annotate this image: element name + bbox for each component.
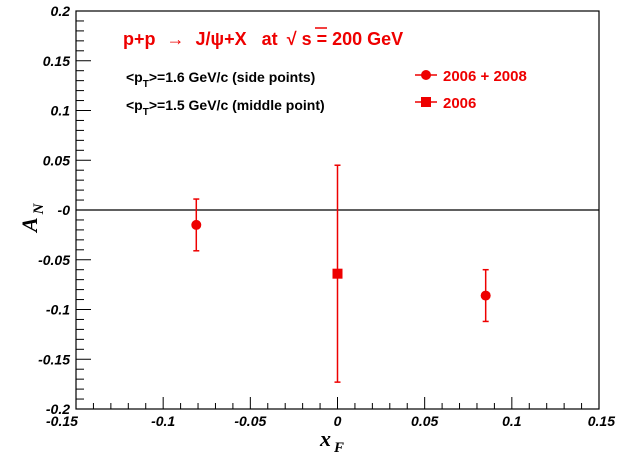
x-axis-ticks bbox=[75, 397, 600, 409]
legend-label-2006: 2006 bbox=[443, 95, 476, 112]
title-sqrt: √ bbox=[287, 29, 297, 49]
annotation-side-points: <pT>=1.6 GeV/c (side points) bbox=[126, 69, 315, 90]
title-final-state: J/ψ+X bbox=[196, 29, 247, 49]
annotation-middle-point: <pT>=1.5 GeV/c (middle point) bbox=[126, 97, 325, 118]
y-tick-label: -0.2 bbox=[46, 401, 70, 417]
legend-circle-marker bbox=[421, 70, 431, 80]
y-tick-label: -0.15 bbox=[38, 351, 70, 367]
y-axis-title: AN bbox=[17, 202, 47, 234]
x-tick-label: 0 bbox=[334, 413, 342, 429]
title-at: at bbox=[262, 29, 278, 49]
y-tick-label: 0.2 bbox=[51, 3, 71, 19]
y-tick-label: 0.05 bbox=[43, 152, 70, 168]
y-tick-label: 0.15 bbox=[43, 53, 70, 69]
chart-title: p+p → J/ψ+X at √ s = 200 GeV bbox=[123, 29, 403, 49]
y-tick-label: -0.1 bbox=[46, 302, 70, 318]
y-tick-label: -0.05 bbox=[38, 252, 70, 268]
y-tick-label: -0 bbox=[58, 202, 71, 218]
title-energy: s = 200 GeV bbox=[302, 29, 404, 49]
data-points bbox=[191, 164, 491, 383]
data-point-circle bbox=[480, 290, 491, 301]
legend-label-2006-2008: 2006 + 2008 bbox=[443, 68, 527, 85]
y-axis-ticks bbox=[76, 10, 91, 410]
x-tick-label: -0.05 bbox=[234, 413, 266, 429]
legend: 2006 + 2008 2006 bbox=[415, 68, 527, 112]
legend-square-marker bbox=[421, 97, 431, 107]
title-process: p+p bbox=[123, 29, 156, 49]
data-point-circle bbox=[191, 219, 202, 230]
x-tick-label: -0.15 bbox=[46, 413, 78, 429]
y-axis-tick-labels: 0.2 0.15 0.1 0.05 -0 -0.05 -0.1 -0.15 -0.2 bbox=[38, 3, 70, 417]
title-arrow: → bbox=[167, 29, 185, 49]
x-tick-label: 0.1 bbox=[502, 413, 522, 429]
x-tick-label: 0.15 bbox=[588, 413, 615, 429]
x-axis-tick-labels: -0.15 -0.1 -0.05 0 0.05 0.1 0.15 bbox=[46, 413, 615, 429]
x-tick-label: 0.05 bbox=[411, 413, 438, 429]
data-point-square bbox=[332, 268, 343, 279]
y-tick-label: 0.1 bbox=[51, 103, 71, 119]
x-tick-label: -0.1 bbox=[151, 413, 175, 429]
